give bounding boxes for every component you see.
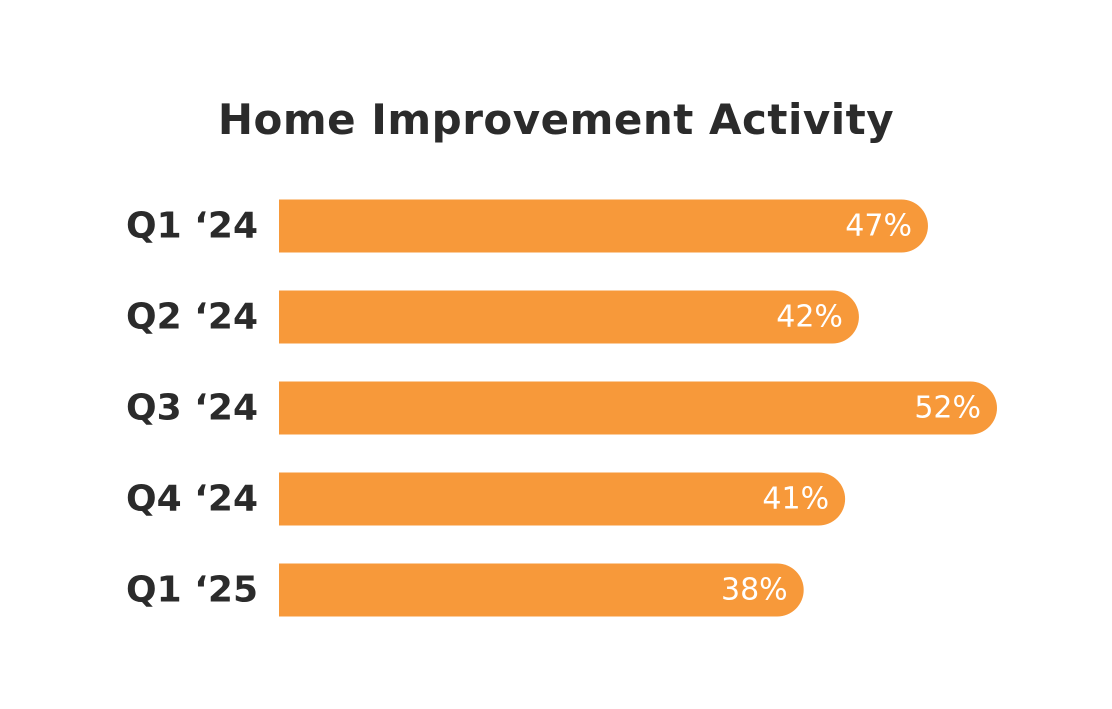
data-label: 47%	[845, 209, 912, 244]
bar-group: Q3 ‘24 52%	[126, 381, 997, 435]
bars-layer: Q1 ‘24 47% Q2 ‘24 42% Q3 ‘24 52% Q4 ‘24 41% Q1 ‘…	[126, 199, 997, 617]
category-label: Q1 ‘24	[126, 206, 258, 247]
category-label: Q3 ‘24	[126, 388, 258, 429]
data-label: 52%	[914, 391, 981, 426]
chart-title: Home Improvement Activity	[217, 95, 895, 144]
category-label: Q2 ‘24	[126, 297, 258, 338]
category-label: Q1 ‘25	[126, 570, 258, 611]
data-label: 41%	[762, 482, 829, 517]
data-label: 42%	[776, 300, 843, 335]
category-label: Q4 ‘24	[126, 479, 258, 520]
bar	[279, 381, 997, 435]
bar-group: Q1 ‘24 47%	[126, 199, 928, 253]
bar-group: Q1 ‘25 38%	[126, 563, 804, 617]
bar	[279, 290, 859, 344]
bar-group: Q4 ‘24 41%	[126, 472, 846, 526]
data-label: 38%	[721, 573, 788, 608]
bar-group: Q2 ‘24 42%	[126, 290, 859, 344]
bar	[279, 563, 804, 617]
bar	[279, 199, 928, 253]
bar	[279, 472, 846, 526]
